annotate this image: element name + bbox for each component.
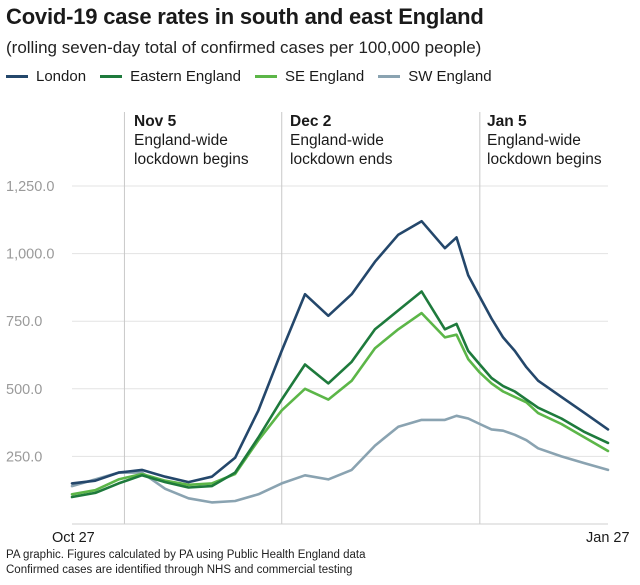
footer-line-1: PA graphic. Figures calculated by PA usi… [6, 549, 366, 561]
annotation-text: England-wide [487, 132, 581, 149]
legend-item-london: London [6, 68, 86, 85]
annotation-dec-2: Dec 2 England-wide lockdown ends [290, 112, 393, 169]
annotation-jan-5: Jan 5 England-wide lockdown begins [487, 112, 602, 169]
y-tick-label: 750.0 [6, 314, 42, 330]
y-tick-label: 250.0 [6, 449, 42, 465]
legend-label-se-england: SE England [284, 68, 365, 85]
annotation-text: lockdown ends [290, 151, 393, 168]
series-line-london [70, 219, 610, 485]
legend-swatch-sw-england [378, 75, 401, 78]
legend-item-se-england: SE England [254, 68, 365, 85]
legend: London Eastern England SE England SW Eng… [6, 68, 506, 85]
footer: PA graphic. Figures calculated by PA usi… [6, 548, 366, 578]
legend-label-sw-england: SW England [408, 68, 492, 85]
legend-label-london: London [36, 68, 87, 85]
legend-swatch-london [6, 75, 28, 78]
annotation-date: Nov 5 [134, 113, 177, 130]
legend-item-sw-england: SW England [378, 68, 492, 85]
y-tick-label: 1,250.0 [6, 179, 54, 195]
annotation-date: Dec 2 [290, 113, 332, 130]
chart-subtitle: (rolling seven-day total of confirmed ca… [6, 38, 482, 57]
series-line-sw-england [70, 414, 610, 504]
legend-item-eastern-england: Eastern England [100, 68, 241, 85]
x-tick-label-start: Oct 27 [52, 530, 95, 546]
series-line-se-england [70, 311, 610, 496]
annotation-text: lockdown begins [134, 151, 249, 168]
y-tick-label: 500.0 [6, 382, 42, 398]
annotation-date: Jan 5 [487, 113, 527, 130]
annotation-text: lockdown begins [487, 151, 602, 168]
annotation-text: England-wide [134, 132, 228, 149]
annotation-nov-5: Nov 5 England-wide lockdown begins [134, 112, 249, 169]
x-tick-label-end: Jan 27 [586, 530, 630, 546]
footer-line-2: Confirmed cases are identified through N… [6, 564, 353, 576]
chart-title: Covid-19 case rates in south and east En… [6, 4, 484, 29]
y-tick-label: 1,000.0 [6, 247, 54, 263]
legend-swatch-eastern-england [100, 75, 123, 78]
legend-label-eastern-england: Eastern England [130, 68, 241, 85]
legend-swatch-se-england [254, 75, 277, 78]
annotation-text: England-wide [290, 132, 384, 149]
series-line-eastern-england [70, 290, 610, 499]
